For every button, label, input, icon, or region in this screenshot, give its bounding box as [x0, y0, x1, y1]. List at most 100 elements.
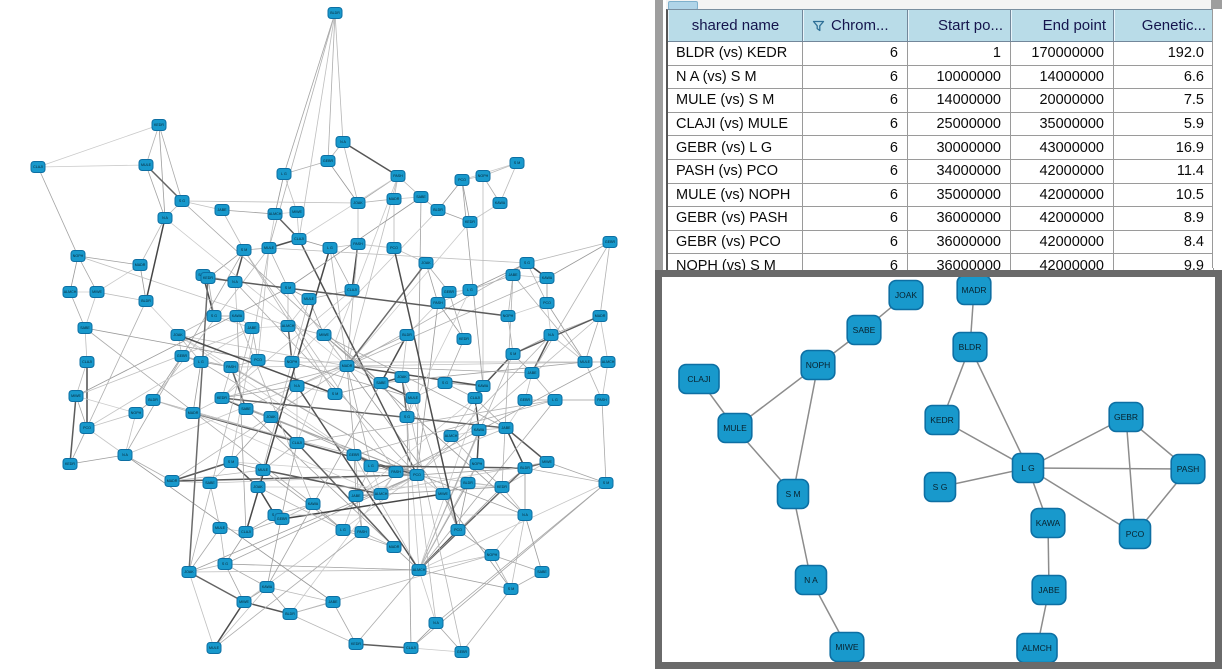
network-node[interactable]: GEBR	[346, 449, 362, 461]
network-node[interactable]: S G	[174, 195, 190, 207]
network-node[interactable]: MULE	[577, 356, 593, 368]
network-node[interactable]: S G	[437, 377, 453, 389]
funnel-icon[interactable]	[812, 20, 825, 32]
node-shape[interactable]	[430, 297, 446, 309]
network-node[interactable]: MULE	[255, 464, 271, 476]
network-node[interactable]: KAWA	[539, 272, 555, 284]
node-shape[interactable]	[282, 608, 298, 620]
node-shape[interactable]	[454, 646, 470, 658]
network-node[interactable]: ALMCH	[411, 564, 427, 576]
node-shape[interactable]	[517, 462, 533, 474]
network-node[interactable]: GEBR	[320, 155, 336, 167]
network-node[interactable]: JABE	[214, 204, 230, 216]
node-shape[interactable]	[956, 277, 992, 306]
network-node[interactable]: NOPH	[128, 407, 144, 419]
network-node[interactable]: N A	[117, 449, 133, 461]
network-node[interactable]: S G	[519, 257, 535, 269]
node-shape[interactable]	[138, 295, 154, 307]
node-shape[interactable]	[280, 282, 296, 294]
node-shape[interactable]	[305, 498, 321, 510]
network-node[interactable]: ALMCH	[62, 286, 78, 298]
node-shape[interactable]	[70, 250, 86, 262]
node-shape[interactable]	[229, 310, 245, 322]
node-shape[interactable]	[214, 392, 230, 404]
network-node[interactable]: L G	[322, 242, 338, 254]
node-madr[interactable]: MADR	[956, 277, 992, 306]
network-node[interactable]: L G	[193, 356, 209, 368]
network-node[interactable]: KEDR	[151, 119, 167, 131]
network-node[interactable]: MIWE	[539, 456, 555, 468]
network-node[interactable]: GEBR	[274, 513, 290, 525]
network-node[interactable]: PCO	[539, 297, 555, 309]
node-shape[interactable]	[238, 403, 254, 415]
node-jabe[interactable]: JABE	[1031, 574, 1067, 606]
network-node[interactable]: MIWE	[316, 329, 332, 341]
network-node[interactable]: JOAK	[170, 329, 186, 341]
network-node[interactable]: KEDR	[214, 392, 230, 404]
node-shape[interactable]	[322, 242, 338, 254]
node-sabe[interactable]: SABE	[846, 314, 882, 346]
node-shape[interactable]	[214, 204, 230, 216]
network-node[interactable]: MIWE	[236, 596, 252, 608]
node-shape[interactable]	[492, 197, 508, 209]
network-node[interactable]: JOAK	[418, 257, 434, 269]
network-node[interactable]: ALMCH	[373, 488, 389, 500]
node-shape[interactable]	[145, 394, 161, 406]
table-row[interactable]: CLAJI (vs) MULE 6 25000000 35000000 5.9	[668, 112, 1216, 137]
network-node[interactable]: KEDR	[456, 333, 472, 345]
network-node[interactable]: CLAJI	[238, 526, 254, 538]
node-shape[interactable]	[170, 329, 186, 341]
node-shape[interactable]	[888, 279, 924, 311]
node-shape[interactable]	[255, 464, 271, 476]
network-node[interactable]: MULE	[261, 242, 277, 254]
network-node[interactable]: S M	[327, 388, 343, 400]
network-node[interactable]: PCO	[79, 422, 95, 434]
node-shape[interactable]	[363, 460, 379, 472]
node-shape[interactable]	[717, 412, 753, 444]
network-node[interactable]: MIWE	[68, 390, 84, 402]
node-shape[interactable]	[354, 526, 370, 538]
network-node[interactable]: N A	[517, 509, 533, 521]
network-node[interactable]: S M	[236, 244, 252, 256]
node-shape[interactable]	[467, 392, 483, 404]
node-shape[interactable]	[539, 272, 555, 284]
node-kedr[interactable]: KEDR	[924, 404, 960, 436]
node-shape[interactable]	[200, 272, 216, 284]
node-shape[interactable]	[498, 422, 514, 434]
node-shape[interactable]	[62, 458, 78, 470]
node-shape[interactable]	[138, 159, 154, 171]
node-shape[interactable]	[1170, 453, 1206, 485]
node-shape[interactable]	[524, 367, 540, 379]
network-node[interactable]: MADR	[164, 475, 180, 487]
network-node[interactable]: MULE	[301, 293, 317, 305]
node-miwe[interactable]: MIWE	[829, 631, 865, 662]
node-shape[interactable]	[846, 314, 882, 346]
node-shape[interactable]	[128, 407, 144, 419]
network-node[interactable]: GEBR	[441, 286, 457, 298]
node-claji[interactable]: CLAJI	[678, 363, 720, 395]
node-shape[interactable]	[289, 380, 305, 392]
node-shape[interactable]	[151, 119, 167, 131]
node-shape[interactable]	[217, 558, 233, 570]
node-shape[interactable]	[418, 257, 434, 269]
network-edge[interactable]	[1027, 467, 1189, 470]
node-shape[interactable]	[132, 259, 148, 271]
node-s-g[interactable]: S G	[923, 471, 957, 503]
node-shape[interactable]	[236, 244, 252, 256]
network-node[interactable]: ALMCH	[600, 356, 616, 368]
node-shape[interactable]	[174, 350, 190, 362]
node-shape[interactable]	[503, 583, 519, 595]
node-shape[interactable]	[206, 310, 222, 322]
node-pash[interactable]: PASH	[1170, 453, 1206, 485]
node-shape[interactable]	[202, 477, 218, 489]
network-node[interactable]: L G	[462, 284, 478, 296]
network-node[interactable]: SABE	[534, 566, 550, 578]
network-node[interactable]: NOPH	[475, 170, 491, 182]
network-node[interactable]: GEBR	[174, 350, 190, 362]
node-shape[interactable]	[952, 331, 988, 363]
node-shape[interactable]	[454, 174, 470, 186]
network-node[interactable]: MADR	[386, 541, 402, 553]
main-network-canvas[interactable]: BLDR KEDR N A S M MULE CLAJI GEBR L G PASH PCO NOP…	[0, 0, 655, 669]
network-node[interactable]: GEBR	[602, 236, 618, 248]
node-shape[interactable]	[413, 191, 429, 203]
